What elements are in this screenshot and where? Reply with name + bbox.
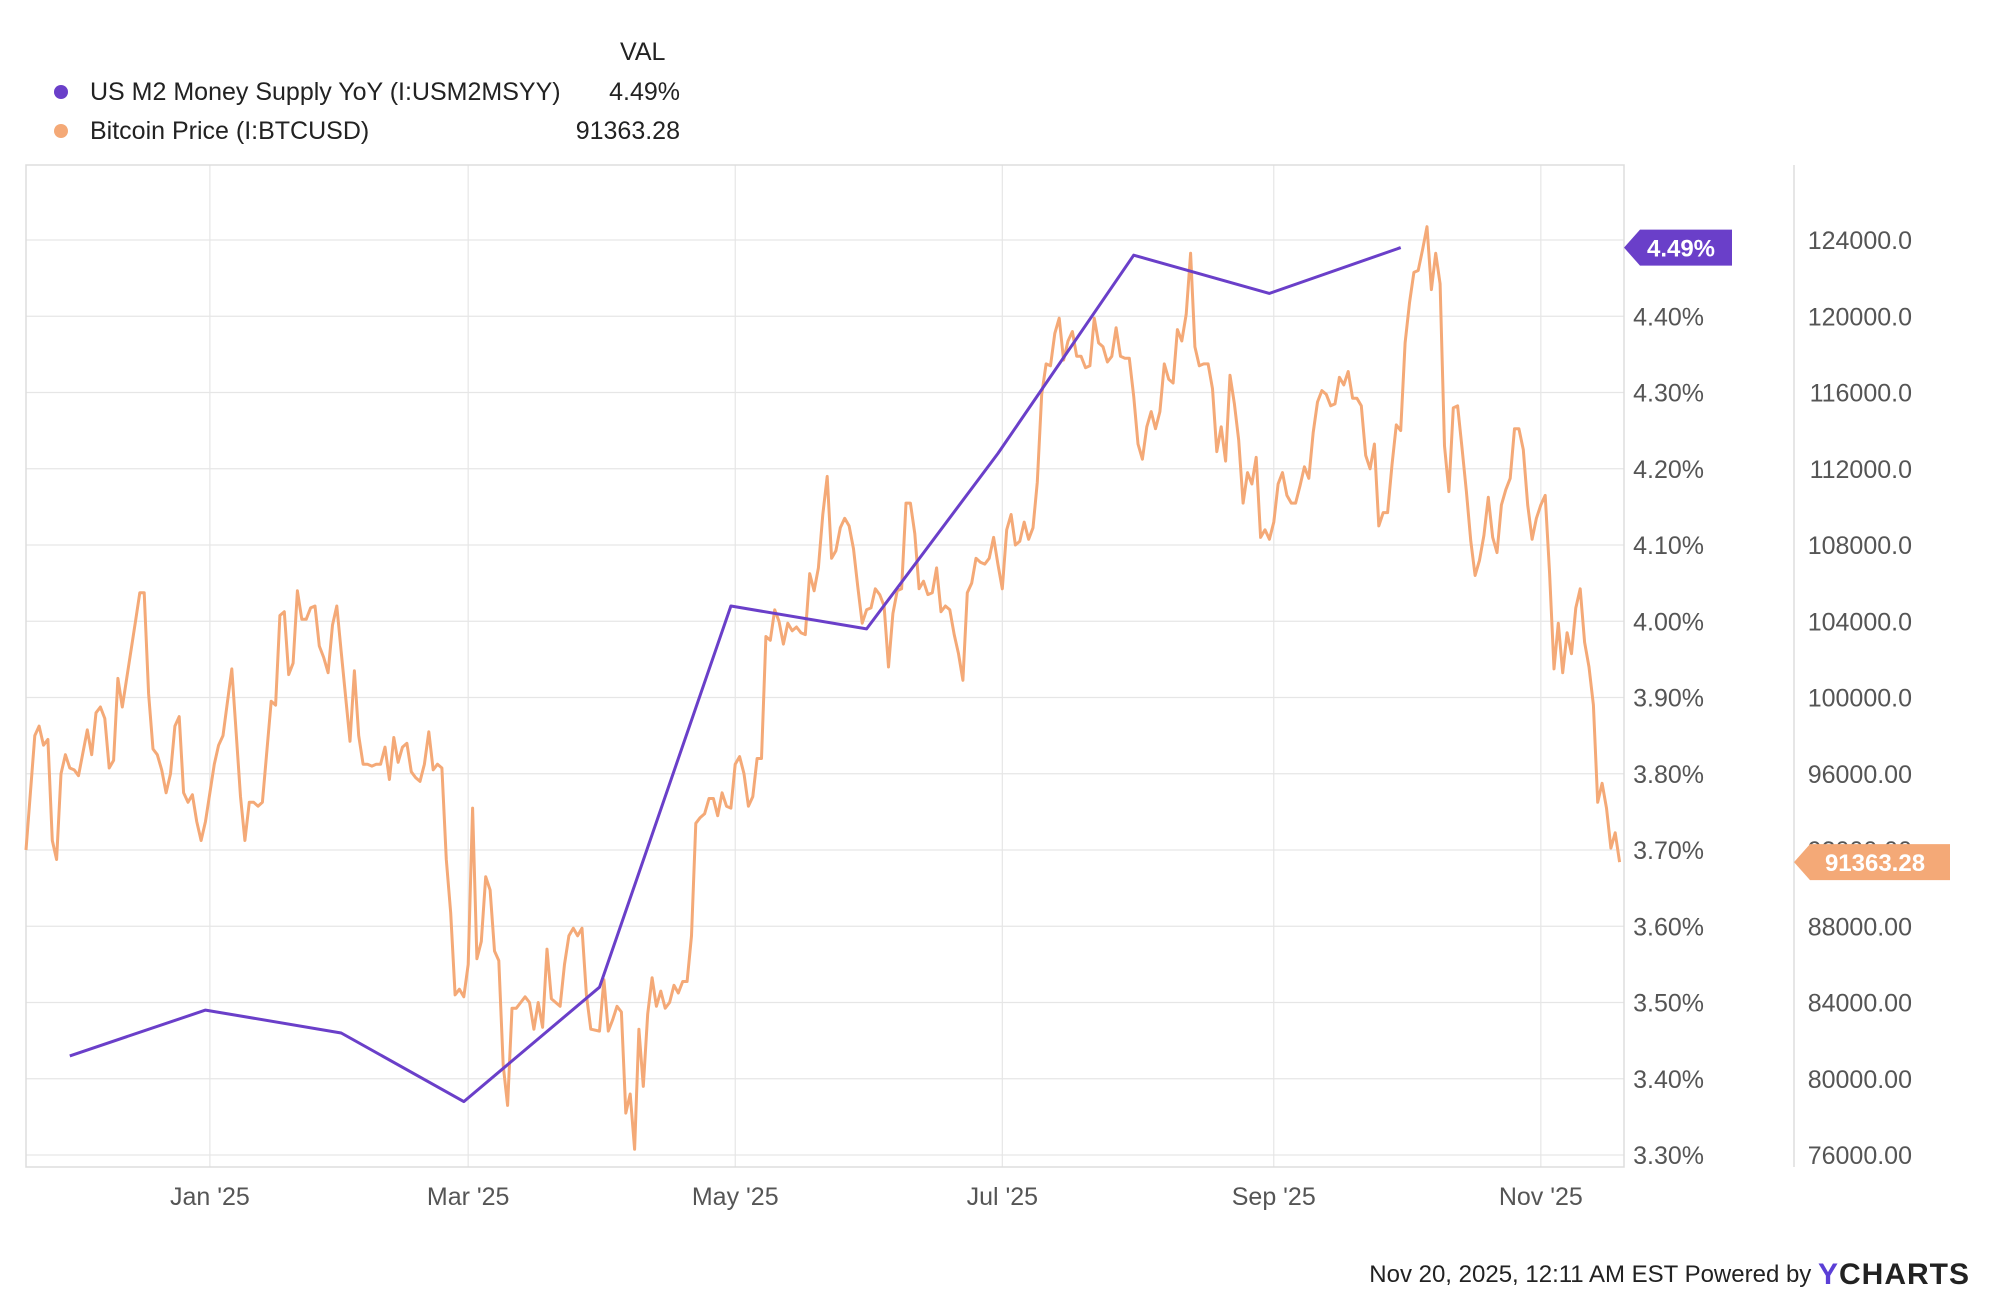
chart-svg: Jan '25 Mar '25 May '25 Jul '25 Sep '25 Nov '… [24,164,1950,1211]
plot-area-border [25,164,1625,1168]
legend-marker-m2 [54,85,68,99]
x-tick-label: May '25 [692,1183,779,1211]
grid-lines [26,165,1624,1167]
left-tick-label: 4.30% [1633,380,1704,408]
legend-value-m2: 4.49% [609,78,680,106]
left-tick-label: 3.80% [1633,761,1704,789]
left-tick-label: 4.10% [1633,532,1704,560]
x-tick-label: Nov '25 [1499,1183,1583,1211]
left-tick-label: 4.20% [1633,456,1704,484]
left-y-axis: 3.30% 3.40% 3.50% 3.60% 3.70% 3.80% 3.90% 4.00%… [1633,227,1704,1170]
legend-label-m2: US M2 Money Supply YoY (I:USM2MSYY) [90,78,561,106]
right-tick-label: 108000.0 [1808,532,1912,560]
right-tick-label: 120000.0 [1808,303,1912,331]
logo-text: CHARTS [1839,1258,1970,1291]
right-tick-label: 116000.0 [1810,380,1912,408]
right-tick-label: 112000.0 [1810,456,1912,484]
legend-value-btc: 91363.28 [575,117,680,145]
series-line-m2-money-supply [69,246,1402,1104]
chart-footer: Nov 20, 2025, 12:11 AM EST Powered by YC… [1369,1258,1970,1292]
series-lines [24,225,1622,1151]
legend-marker-btc [54,124,68,138]
x-tick-label: Mar '25 [427,1183,510,1211]
value-flags: 4.49% 91363.28 [1624,229,1950,881]
left-tick-label: 3.60% [1633,913,1704,941]
left-tick-label: 3.90% [1633,685,1704,713]
right-tick-label: 80000.00 [1808,1066,1912,1094]
flag-m2 [1624,229,1732,266]
right-tick-label: 124000.0 [1808,227,1912,255]
right-tick-label: 76000.00 [1808,1142,1912,1170]
flag-m2-label: 4.49% [1647,236,1715,263]
legend-header: VAL [620,38,666,66]
legend-item-btc[interactable]: Bitcoin Price (I:BTCUSD) 91363.28 [40,113,680,149]
flag-btc [1794,844,1950,881]
right-tick-label: 96000.00 [1808,761,1912,789]
left-tick-label: 3.70% [1633,837,1704,865]
x-tick-label: Jan '25 [170,1183,250,1211]
left-tick-label: 3.50% [1633,990,1704,1018]
x-axis: Jan '25 Mar '25 May '25 Jul '25 Sep '25 Nov '… [170,1183,1583,1211]
ycharts-logo[interactable]: YCHARTS [1818,1258,1970,1291]
left-tick-label: 3.30% [1633,1142,1704,1170]
legend-label-btc: Bitcoin Price (I:BTCUSD) [90,117,370,145]
left-tick-label: 4.40% [1633,303,1704,331]
right-tick-label: 104000.0 [1808,608,1912,636]
left-tick-label: 4.00% [1633,608,1704,636]
series-line-bitcoin-price [24,225,1622,1151]
x-tick-label: Jul '25 [967,1183,1038,1211]
left-tick-label: 3.40% [1633,1066,1704,1094]
right-tick-label: 84000.00 [1808,990,1912,1018]
legend-item-m2[interactable]: US M2 Money Supply YoY (I:USM2MSYY) 4.49… [40,74,680,110]
right-tick-label: 100000.0 [1808,685,1912,713]
right-tick-label: 88000.00 [1808,913,1912,941]
logo-y: Y [1817,1258,1839,1291]
right-y-axis: 76000.0080000.0084000.0088000.0092000.00… [1808,227,1912,1170]
flag-btc-label: 91363.28 [1825,850,1925,877]
x-tick-label: Sep '25 [1232,1183,1316,1211]
footer-timestamp: Nov 20, 2025, 12:11 AM EST Powered by [1369,1261,1812,1288]
